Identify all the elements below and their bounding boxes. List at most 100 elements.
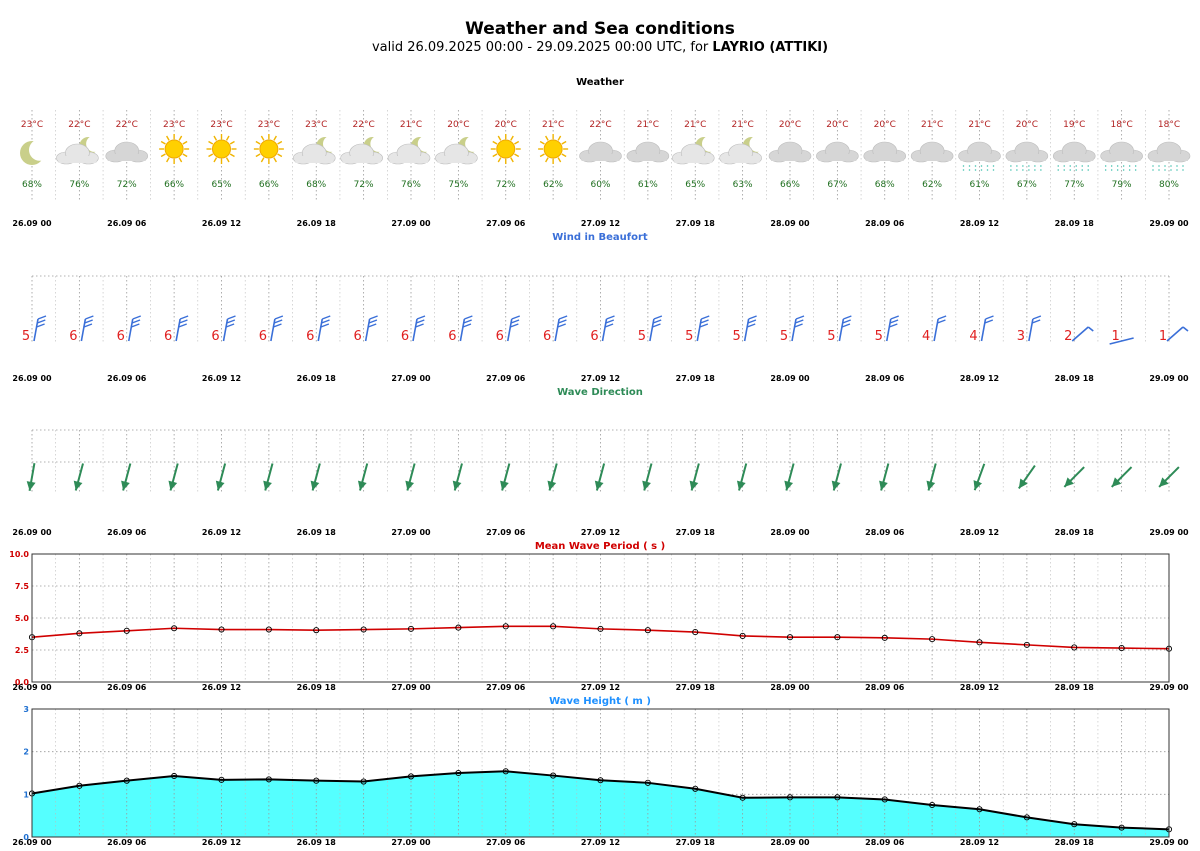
beaufort-number: 6	[353, 329, 361, 344]
temperature-label: 21°C	[542, 120, 564, 130]
cloud-moon-icon	[292, 135, 340, 165]
wave-direction-arrow	[405, 463, 416, 491]
wave-direction-arrow	[121, 463, 132, 491]
y-tick-label: 2.5	[15, 646, 30, 655]
data-point	[1023, 641, 1030, 648]
x-tick-label: 28.09 12	[960, 374, 999, 383]
x-tick-label: 27.09 18	[676, 374, 716, 383]
humidity-label: 61%	[638, 180, 658, 190]
wave-direction-arrow	[594, 463, 606, 491]
beaufort-number: 1	[1159, 329, 1167, 344]
wave-direction-arrow	[310, 463, 321, 491]
area-fill	[32, 771, 1169, 837]
data-point	[1023, 814, 1030, 821]
data-point	[834, 794, 841, 801]
cloud-moon-icon	[340, 135, 387, 165]
wind-barb	[649, 315, 663, 342]
data-point	[1118, 645, 1125, 652]
data-point	[502, 623, 509, 630]
wave-direction-arrow	[452, 463, 463, 491]
temperature-label: 20°C	[1016, 120, 1038, 130]
data-point	[407, 625, 415, 632]
temperature-label: 20°C	[826, 120, 848, 130]
data-point	[360, 778, 367, 785]
wave-direction-arrow	[1063, 466, 1085, 488]
humidity-label: 65%	[211, 180, 231, 190]
x-tick-label: 28.09 06	[865, 838, 905, 847]
x-tick-label: 28.09 06	[865, 374, 905, 383]
x-tick-label: 27.09 12	[581, 683, 620, 692]
x-tick-label: 28.09 00	[770, 528, 810, 537]
x-tick-label: 27.09 06	[486, 683, 526, 692]
wave-direction-arrow	[26, 463, 36, 491]
beaufort-number: 1	[1111, 329, 1119, 344]
x-tick-label: 27.09 00	[391, 838, 431, 847]
data-point	[265, 626, 272, 633]
wind-barb	[791, 315, 805, 342]
humidity-label: 77%	[1064, 180, 1084, 190]
beaufort-number: 6	[259, 329, 267, 344]
data-point	[881, 796, 888, 803]
beaufort-number: 6	[69, 329, 77, 344]
temperature-label: 18°C	[1111, 120, 1133, 130]
x-tick-label: 26.09 06	[107, 219, 147, 228]
x-tick-label: 26.09 00	[12, 374, 52, 383]
wind-barb	[175, 315, 189, 342]
temperature-label: 18°C	[1158, 120, 1180, 130]
data-point	[739, 632, 746, 639]
cloud-icon	[768, 141, 812, 163]
temperature-label: 19°C	[1063, 120, 1085, 130]
x-tick-label: 27.09 18	[676, 838, 716, 847]
humidity-label: 61%	[969, 180, 989, 190]
temperature-label: 22°C	[353, 120, 375, 130]
data-point	[692, 785, 699, 792]
data-point	[550, 623, 557, 630]
wind-barb	[885, 315, 899, 342]
temperature-label: 20°C	[779, 120, 801, 130]
height-chart-title: Wave Height ( m )	[549, 696, 651, 707]
data-point	[265, 776, 272, 783]
wind-barb	[459, 315, 473, 342]
sun-icon	[159, 134, 190, 164]
wave-direction-arrow	[1158, 466, 1180, 488]
wave-direction-arrow	[973, 463, 986, 491]
data-point	[739, 794, 746, 801]
beaufort-number: 6	[590, 329, 598, 344]
plot-frame	[31, 553, 1170, 683]
humidity-label: 66%	[164, 180, 184, 190]
x-tick-label: 26.09 12	[202, 528, 241, 537]
wave-direction-arrow	[926, 463, 937, 491]
humidity-label: 67%	[827, 180, 847, 190]
wave-direction-arrow	[263, 463, 274, 491]
wave-direction-arrow	[168, 463, 179, 491]
beaufort-number: 5	[22, 329, 30, 344]
rain-cloud-icon	[1052, 141, 1096, 171]
wave-direction-arrow	[357, 463, 369, 491]
beaufort-number: 5	[780, 329, 788, 344]
beaufort-number: 5	[685, 329, 693, 344]
humidity-label: 68%	[22, 180, 42, 190]
data-point	[881, 634, 888, 641]
temperature-label: 20°C	[495, 120, 517, 130]
humidity-label: 76%	[401, 180, 421, 190]
humidity-label: 65%	[685, 180, 705, 190]
series-line	[31, 625, 1170, 650]
data-point	[929, 801, 936, 809]
x-tick-label: 28.09 12	[960, 838, 999, 847]
data-point	[786, 634, 794, 641]
x-tick-label: 27.09 00	[391, 528, 431, 537]
x-tick-label: 28.09 18	[1055, 219, 1095, 228]
temperature-label: 23°C	[210, 120, 232, 130]
wave-direction-arrow	[1018, 464, 1036, 490]
humidity-label: 68%	[875, 180, 895, 190]
cloud-icon	[626, 141, 670, 163]
y-tick-label: 3	[23, 705, 29, 714]
x-tick-label: 27.09 12	[581, 528, 620, 537]
temperature-label: 22°C	[116, 120, 138, 130]
data-point	[123, 777, 130, 784]
wind-barb	[506, 315, 520, 342]
humidity-label: 72%	[496, 180, 516, 190]
beaufort-number: 6	[164, 329, 172, 344]
data-point	[218, 626, 225, 633]
temperature-label: 23°C	[305, 120, 327, 130]
